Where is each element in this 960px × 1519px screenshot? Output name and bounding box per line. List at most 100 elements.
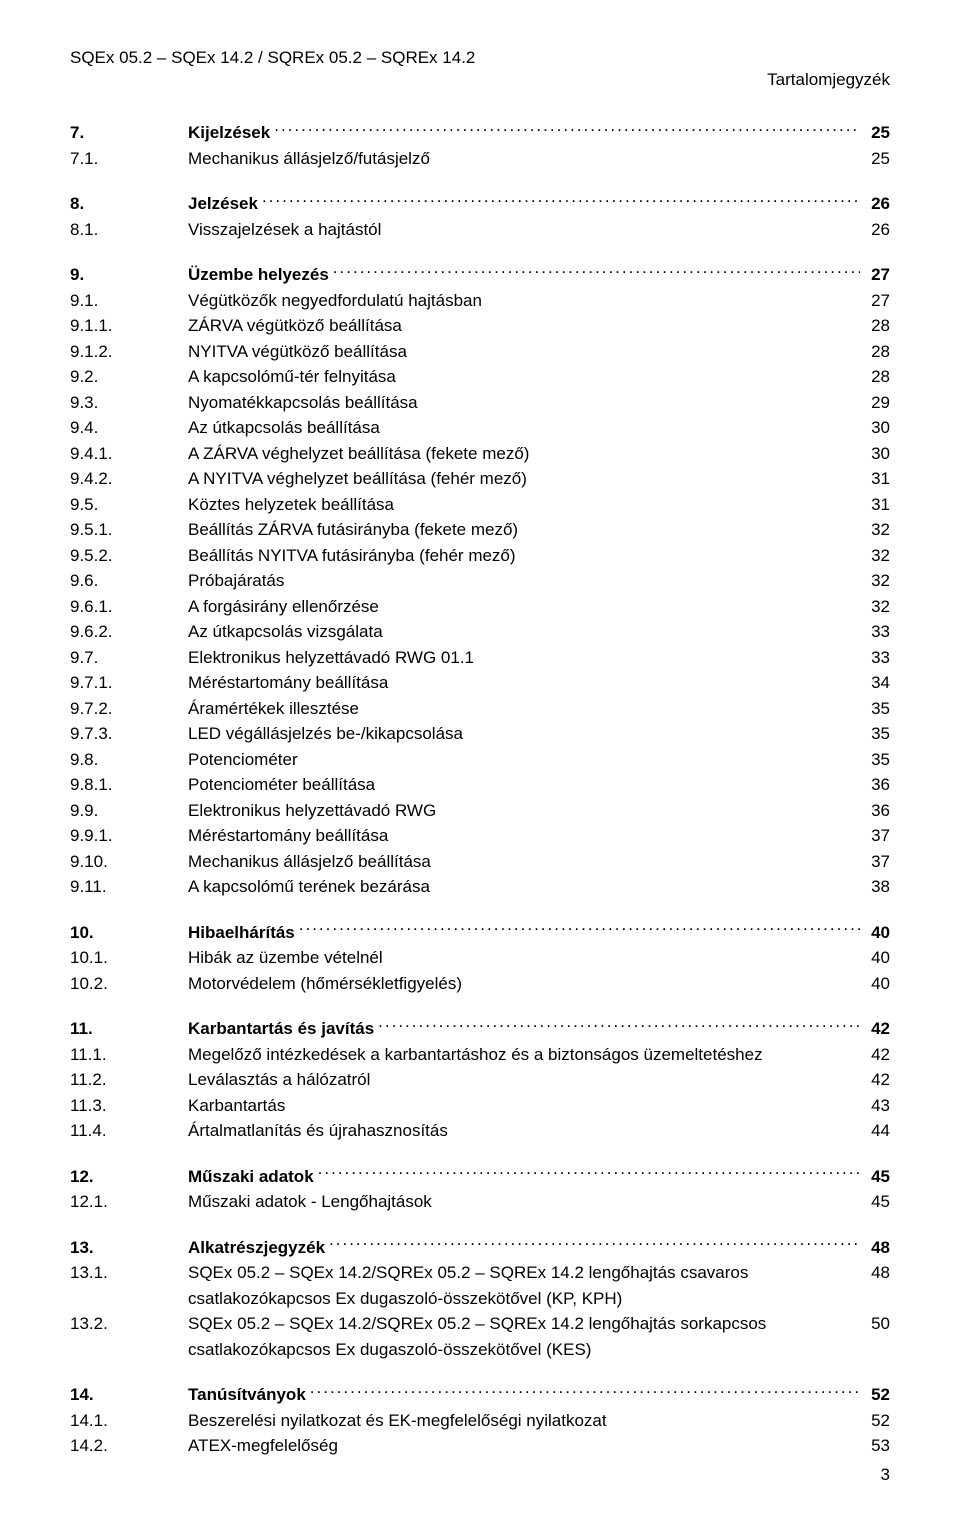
toc-leader xyxy=(378,1017,860,1034)
toc-leader xyxy=(383,595,860,612)
toc-entry-page: 28 xyxy=(860,339,890,365)
toc-entry-number: 10. xyxy=(70,920,188,946)
toc-entry-page: 44 xyxy=(860,1118,890,1144)
toc-entry-title: Hibák az üzembe vételnél xyxy=(188,945,387,971)
toc-entry-title: Kijelzések xyxy=(188,120,274,146)
toc-row: 14.2.ATEX-megfelelőség53 xyxy=(70,1433,890,1459)
toc-leader xyxy=(466,972,860,989)
toc-entry-page: 45 xyxy=(860,1164,890,1190)
toc-leader xyxy=(486,289,860,306)
toc-entry-title: Hibaelhárítás xyxy=(188,920,299,946)
toc-entry-page: 50 xyxy=(860,1311,890,1337)
toc-leader xyxy=(440,799,860,816)
toc-row: 9.7.1.Méréstartomány beállítása34 xyxy=(70,670,890,696)
toc-leader xyxy=(329,1236,860,1253)
toc-entry-number: 10.2. xyxy=(70,971,188,997)
toc-entry-title: Műszaki adatok xyxy=(188,1164,318,1190)
toc-entry-title: Végütközők negyedfordulatú hajtásban xyxy=(188,288,486,314)
toc-leader xyxy=(435,850,860,867)
toc-entry-number: 9.9.1. xyxy=(70,823,188,849)
toc-entry-page: 25 xyxy=(860,120,890,146)
toc-entry-number: 9.5.2. xyxy=(70,543,188,569)
toc-entry-page: 36 xyxy=(860,798,890,824)
toc-leader xyxy=(374,1068,860,1085)
toc-entry-title: Elektronikus helyzettávadó RWG 01.1 xyxy=(188,645,478,671)
toc-leader xyxy=(363,697,860,714)
toc-entry-title: Megelőző intézkedések a karbantartáshoz … xyxy=(188,1042,767,1068)
toc-row: 8.Jelzések26 xyxy=(70,191,890,217)
toc-entry-number: 13. xyxy=(70,1235,188,1261)
toc-row: 9.9.1.Méréstartomány beállítása37 xyxy=(70,823,890,849)
toc-entry-title: Műszaki adatok - Lengőhajtások xyxy=(188,1189,436,1215)
toc-leader xyxy=(531,467,860,484)
toc-entry-page: 42 xyxy=(860,1067,890,1093)
toc-leader xyxy=(274,121,860,138)
toc-entry-number: 13.2. xyxy=(70,1311,188,1337)
toc-entry-page: 27 xyxy=(860,288,890,314)
toc-entry-page: 27 xyxy=(860,262,890,288)
toc-leader xyxy=(384,416,860,433)
toc-leader xyxy=(302,748,860,765)
toc-entry-page: 28 xyxy=(860,364,890,390)
toc-entry-number: 11. xyxy=(70,1016,188,1042)
toc-entry-title: Köztes helyzetek beállítása xyxy=(188,492,398,518)
toc-entry-page: 32 xyxy=(860,568,890,594)
toc-entry-title: Karbantartás xyxy=(188,1093,289,1119)
toc-leader xyxy=(522,518,860,535)
toc-leader xyxy=(436,1190,860,1207)
toc-entry-title: NYITVA végütköző beállítása xyxy=(188,339,411,365)
toc-entry-title: ATEX-megfelelőség xyxy=(188,1433,342,1459)
toc-row: 9.Üzembe helyezés27 xyxy=(70,262,890,288)
toc-leader xyxy=(411,340,860,357)
toc-entry-title: SQEx 05.2 – SQEx 14.2/SQREx 05.2 – SQREx… xyxy=(188,1311,860,1362)
toc-entry-page: 26 xyxy=(860,191,890,217)
toc-entry-title: A kapcsolómű-tér felnyitása xyxy=(188,364,400,390)
toc-entry-page: 43 xyxy=(860,1093,890,1119)
toc-entry-number: 9.5. xyxy=(70,492,188,518)
document-page: SQEx 05.2 – SQEx 14.2 / SQREx 05.2 – SQR… xyxy=(0,0,960,1519)
toc-entry-number: 9.2. xyxy=(70,364,188,390)
toc-entry-number: 9.9. xyxy=(70,798,188,824)
toc-row: 9.7.3.LED végállásjelzés be-/kikapcsolás… xyxy=(70,721,890,747)
toc-row: 7.Kijelzések 25 xyxy=(70,120,890,146)
toc-entry-page: 28 xyxy=(860,313,890,339)
toc-leader xyxy=(478,646,860,663)
toc-row: 9.7.2.Áramértékek illesztése35 xyxy=(70,696,890,722)
toc-entry-page: 32 xyxy=(860,543,890,569)
toc-row: 12.1.Műszaki adatok - Lengőhajtások45 xyxy=(70,1189,890,1215)
toc-entry-number: 11.2. xyxy=(70,1067,188,1093)
toc-entry-title: A kapcsolómű terének bezárása xyxy=(188,874,434,900)
toc-leader xyxy=(406,314,860,331)
toc-entry-page: 25 xyxy=(860,146,890,172)
toc-row: 12.Műszaki adatok45 xyxy=(70,1164,890,1190)
toc-entry-number: 9.1. xyxy=(70,288,188,314)
toc-row: 9.8.1.Potenciométer beállítása36 xyxy=(70,772,890,798)
toc-leader xyxy=(520,544,860,561)
toc-entry-number: 9.6.2. xyxy=(70,619,188,645)
toc-row: 11.Karbantartás és javítás42 xyxy=(70,1016,890,1042)
toc-entry-title: Alkatrészjegyzék xyxy=(188,1235,329,1261)
toc-section: 7.Kijelzések257.1.Mechanikus állásjelző/… xyxy=(70,120,890,171)
toc-entry-page: 33 xyxy=(860,619,890,645)
toc-section: 10.Hibaelhárítás4010.1.Hibák az üzembe v… xyxy=(70,920,890,997)
toc-entry-title: Leválasztás a hálózatról xyxy=(188,1067,374,1093)
toc-leader xyxy=(422,391,860,408)
toc-entry-title: Az útkapcsolás beállítása xyxy=(188,415,384,441)
toc-entry-title: Méréstartomány beállítása xyxy=(188,823,392,849)
toc-row: 11.2.Leválasztás a hálózatról 42 xyxy=(70,1067,890,1093)
toc-entry-title: ZÁRVA végütköző beállítása xyxy=(188,313,406,339)
toc-entry-title: Beállítás NYITVA futásirányba (fehér mez… xyxy=(188,543,520,569)
toc-leader xyxy=(392,671,860,688)
toc-entry-page: 40 xyxy=(860,971,890,997)
toc-entry-title: Méréstartomány beállítása xyxy=(188,670,392,696)
toc-row: 14.1.Beszerelési nyilatkozat és EK-megfe… xyxy=(70,1408,890,1434)
toc-leader xyxy=(379,773,860,790)
toc-row: 9.8.Potenciométer35 xyxy=(70,747,890,773)
toc-row: 9.4.1.A ZÁRVA véghelyzet beállítása (fek… xyxy=(70,441,890,467)
toc-entry-page: 30 xyxy=(860,441,890,467)
toc-leader xyxy=(333,263,860,280)
toc-entry-number: 7. xyxy=(70,120,188,146)
table-of-contents: 7.Kijelzések257.1.Mechanikus állásjelző/… xyxy=(70,120,890,1459)
toc-entry-title: Mechanikus állásjelző beállítása xyxy=(188,849,435,875)
toc-entry-page: 35 xyxy=(860,747,890,773)
